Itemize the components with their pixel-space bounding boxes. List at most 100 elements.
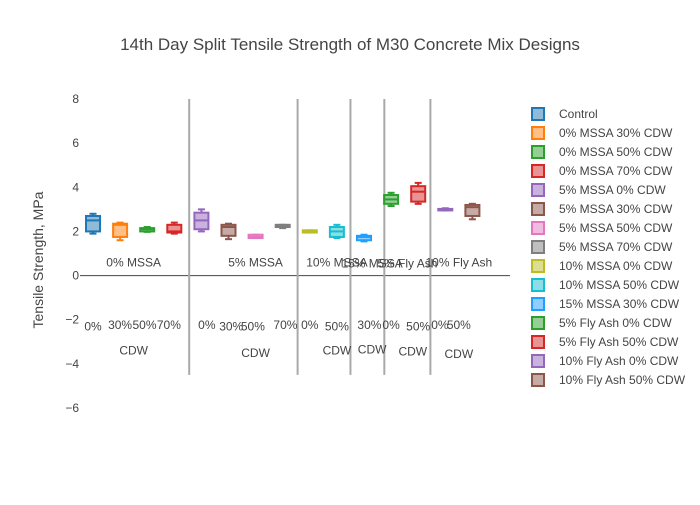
box-14 bbox=[437, 207, 454, 212]
y-tick-label: 6 bbox=[72, 136, 79, 150]
legend-item: 5% MSSA 50% CDW bbox=[531, 221, 673, 235]
legend-swatch bbox=[531, 335, 545, 349]
legend-item: 15% MSSA 30% CDW bbox=[531, 297, 680, 311]
legend-swatch bbox=[531, 316, 545, 330]
chart-title: 14th Day Split Tensile Strength of M30 C… bbox=[120, 35, 580, 54]
legend-item: 5% MSSA 30% CDW bbox=[531, 202, 673, 216]
legend-swatch bbox=[531, 259, 545, 273]
annotation-label: 50% bbox=[132, 318, 156, 332]
legend-item: 10% Fly Ash 0% CDW bbox=[531, 354, 679, 368]
box-3 bbox=[139, 226, 156, 233]
legend-item: 0% MSSA 30% CDW bbox=[531, 126, 673, 140]
annotation-label: 70% bbox=[157, 318, 181, 332]
legend-item: 5% MSSA 0% CDW bbox=[531, 183, 666, 197]
annotation-label: 0% bbox=[431, 318, 449, 332]
legend-item: 10% MSSA 50% CDW bbox=[531, 278, 680, 292]
box-13 bbox=[410, 181, 427, 205]
legend-item: 10% MSSA 0% CDW bbox=[531, 259, 673, 273]
legend-label: 5% MSSA 50% CDW bbox=[559, 221, 673, 235]
box-7 bbox=[247, 233, 264, 240]
legend-item: Control bbox=[531, 107, 598, 121]
annotation-label: 50% bbox=[325, 319, 349, 333]
y-tick-label: 0 bbox=[72, 269, 79, 283]
box-body bbox=[356, 234, 372, 242]
legend-swatch bbox=[531, 145, 545, 159]
legend-label: 5% MSSA 0% CDW bbox=[559, 183, 666, 197]
box-body bbox=[85, 214, 101, 233]
legend-swatch bbox=[531, 240, 545, 254]
legend-label: 10% Fly Ash 50% CDW bbox=[559, 373, 686, 387]
annotation-label: 0% bbox=[382, 318, 400, 332]
y-tick-label: −6 bbox=[65, 401, 79, 415]
box-11 bbox=[356, 233, 372, 243]
annotation-label: 0% bbox=[84, 319, 102, 333]
box-body bbox=[112, 222, 129, 238]
annotation-label: 70% bbox=[273, 318, 297, 332]
legend-swatch bbox=[531, 183, 545, 197]
y-tick-label: 8 bbox=[72, 92, 79, 106]
box-9 bbox=[301, 229, 318, 234]
box-2 bbox=[112, 221, 129, 242]
box-body bbox=[166, 223, 183, 234]
legend-item: 5% MSSA 70% CDW bbox=[531, 240, 673, 254]
annotation-label: 5% MSSA bbox=[228, 255, 283, 269]
y-tick-label: −4 bbox=[65, 357, 79, 371]
legend-label: 5% MSSA 30% CDW bbox=[559, 202, 673, 216]
legend-label: 15% MSSA 30% CDW bbox=[559, 297, 680, 311]
annotation-label: CDW bbox=[119, 344, 148, 358]
annotation-label: 0% bbox=[198, 318, 216, 332]
legend-label: 0% MSSA 70% CDW bbox=[559, 164, 673, 178]
annotation-label: CDW bbox=[445, 347, 474, 361]
legend-label: 10% Fly Ash 0% CDW bbox=[559, 354, 679, 368]
legend-label: 10% MSSA 0% CDW bbox=[559, 259, 673, 273]
annotation-label: 15% MSSA bbox=[341, 256, 402, 270]
annotation-label: 50% bbox=[447, 318, 471, 332]
legend-label: 5% MSSA 70% CDW bbox=[559, 240, 673, 254]
annotation-label: 50% bbox=[406, 319, 430, 333]
annotation-label: CDW bbox=[323, 344, 352, 358]
box-1 bbox=[85, 212, 101, 235]
box-15 bbox=[464, 202, 481, 221]
annotation-label: 50% bbox=[241, 319, 265, 333]
legend-swatch bbox=[531, 278, 545, 292]
y-axis-title: Tensile Strength, MPa bbox=[30, 191, 46, 328]
box-4 bbox=[166, 221, 183, 235]
legend-item: 0% MSSA 50% CDW bbox=[531, 145, 673, 159]
box-body bbox=[464, 203, 481, 217]
legend-swatch bbox=[531, 297, 545, 311]
y-tick-label: 2 bbox=[72, 224, 79, 238]
annotation-label: 30% bbox=[219, 319, 243, 333]
annotation-label: CDW bbox=[358, 343, 387, 357]
annotation-label: 0% bbox=[301, 318, 319, 332]
legend-item: 5% Fly Ash 50% CDW bbox=[531, 335, 679, 349]
legend-label: 0% MSSA 30% CDW bbox=[559, 126, 673, 140]
legend-label: 10% MSSA 50% CDW bbox=[559, 278, 680, 292]
annotation-label: CDW bbox=[398, 345, 427, 359]
annotation-label: 10% Fly Ash bbox=[425, 255, 492, 269]
box-body bbox=[410, 185, 427, 203]
box-body bbox=[220, 223, 237, 237]
legend-label: 5% Fly Ash 0% CDW bbox=[559, 316, 672, 330]
legend-label: Control bbox=[559, 107, 598, 121]
annotation-label: 0% MSSA bbox=[106, 255, 161, 269]
legend-swatch bbox=[531, 354, 545, 368]
annotation-label: 10% MSSA bbox=[306, 255, 367, 269]
legend-swatch bbox=[531, 202, 545, 216]
legend-swatch bbox=[531, 126, 545, 140]
box-12 bbox=[383, 191, 400, 208]
legend: Control 0% MSSA 30% CDW 0% MSSA 50% CDW 0% … bbox=[531, 107, 686, 387]
legend-label: 0% MSSA 50% CDW bbox=[559, 145, 673, 159]
annotation-label: 5% Fly Ash bbox=[377, 256, 437, 270]
legend-label: 5% Fly Ash 50% CDW bbox=[559, 335, 679, 349]
legend-swatch bbox=[531, 164, 545, 178]
annotation-label: 30% bbox=[108, 318, 132, 332]
y-tick-label: −2 bbox=[65, 313, 79, 327]
legend-swatch bbox=[531, 221, 545, 235]
legend-item: 10% Fly Ash 50% CDW bbox=[531, 373, 686, 387]
legend-swatch bbox=[531, 373, 545, 387]
legend-item: 0% MSSA 70% CDW bbox=[531, 164, 673, 178]
legend-item: 5% Fly Ash 0% CDW bbox=[531, 316, 672, 330]
